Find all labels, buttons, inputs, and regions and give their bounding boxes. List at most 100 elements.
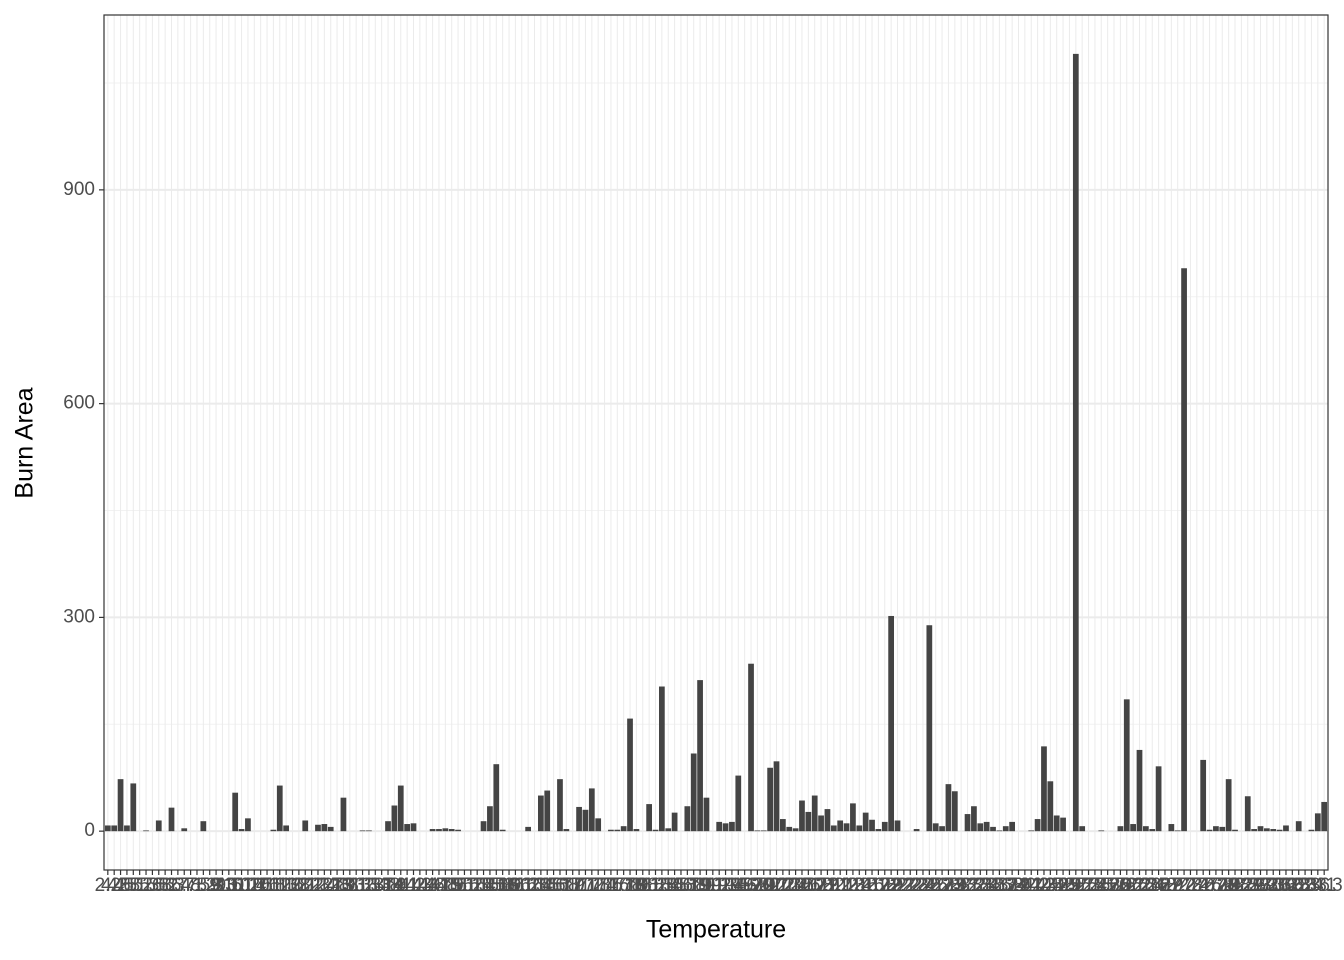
x-tick-label: 33.3 (1306, 875, 1343, 896)
x-tick-label: 16.3 (510, 875, 547, 896)
panel-border (103, 14, 1329, 871)
x-tick-label: 18 (626, 875, 647, 896)
bar (926, 625, 933, 832)
bar (442, 828, 449, 832)
bar (977, 823, 984, 832)
bar (582, 809, 589, 832)
bar (722, 823, 729, 832)
x-tick-label: 30.8 (1274, 875, 1311, 896)
x-tick-label: 15.5 (465, 875, 502, 896)
bar (327, 826, 334, 832)
bar (168, 807, 175, 832)
bar (1009, 821, 1015, 832)
bar (862, 812, 869, 832)
x-tick-label: 24.9 (1045, 875, 1082, 896)
bar (1060, 817, 1066, 832)
bar (760, 830, 767, 832)
x-tick-label: 18.2 (631, 875, 668, 896)
bar (302, 820, 309, 832)
x-tick-label: 16 (498, 875, 519, 896)
x-tick-label: 29.6 (1255, 875, 1292, 896)
bar (436, 829, 442, 832)
x-tick-label: 8.8 (197, 875, 223, 896)
bar (1321, 801, 1328, 832)
x-tick-label: 17.4 (580, 875, 617, 896)
bar (1181, 268, 1187, 832)
bar (487, 806, 493, 832)
x-tick-label: 19.7 (726, 875, 763, 896)
x-tick-label: 25.6 (1083, 875, 1120, 896)
x-tick-label: 7.5 (184, 875, 210, 896)
bar (448, 829, 455, 832)
x-tick-label: 26.9 (1146, 875, 1183, 896)
x-tick-label: 20.4 (771, 875, 808, 896)
x-tick-label: 22.5 (904, 875, 941, 896)
bar (1257, 826, 1264, 832)
x-tick-label: 23.6 (975, 875, 1012, 896)
bar (780, 819, 786, 832)
x-tick-label: 27.2 (1159, 875, 1196, 896)
bar (397, 785, 404, 832)
bar (614, 829, 621, 832)
bar (856, 825, 863, 832)
bar (671, 812, 678, 832)
bar (1283, 825, 1289, 832)
bar (1041, 746, 1047, 832)
x-tick-label: 21.3 (828, 875, 865, 896)
x-tick-label: 19.5 (713, 875, 750, 896)
bar (659, 686, 665, 832)
x-tick-label: 25.4 (1070, 875, 1107, 896)
bar (754, 830, 761, 832)
bar (932, 823, 939, 832)
bar (493, 764, 500, 832)
bar (837, 820, 844, 832)
bar (716, 821, 723, 832)
x-tick-label: 25.5 (1076, 875, 1113, 896)
x-tick-label: 32.4 (1287, 875, 1324, 896)
x-tick-label: 9 (211, 875, 222, 896)
bar (1028, 830, 1035, 832)
x-tick-label: 14.3 (395, 875, 432, 896)
bars (104, 53, 1328, 832)
bar (238, 829, 245, 832)
bar (875, 829, 882, 832)
bar (130, 783, 137, 832)
bar (1225, 779, 1232, 832)
bar (703, 797, 710, 832)
x-tick-label: 26 (1110, 875, 1131, 896)
x-tick-label: 20 (753, 875, 774, 896)
x-tick-label: 26.6 (1134, 875, 1171, 896)
x-tick-label: 20.3 (764, 875, 801, 896)
x-tick-label: 25.9 (1096, 875, 1133, 896)
x-tick-label: 13.2 (338, 875, 375, 896)
bar (1213, 826, 1219, 832)
bar (1079, 826, 1086, 832)
x-tick-label: 13.9 (370, 875, 407, 896)
x-tick-label: 10.2 (223, 875, 260, 896)
x-tick-label: 18.1 (624, 875, 661, 896)
x-tick-label: 18.9 (675, 875, 712, 896)
bar (1200, 759, 1207, 832)
x-tick-label: 23.8 (987, 875, 1024, 896)
x-tick-label: 17.1 (561, 875, 598, 896)
bar (850, 803, 856, 832)
bar (869, 819, 875, 832)
x-tick-label: 12.2 (287, 875, 324, 896)
x-tick-label: 17.6 (592, 875, 629, 896)
x-tick-label: 22.1 (879, 875, 916, 896)
x-tick-label: 22.2 (885, 875, 922, 896)
y-tick-label: 300 (63, 606, 95, 627)
x-tick-label: 5.2 (126, 875, 152, 896)
bar (627, 718, 633, 832)
x-tick-label: 13.1 (331, 875, 368, 896)
bar (786, 826, 793, 832)
bar (1149, 829, 1156, 832)
x-tick-label: 18.3 (637, 875, 674, 896)
bar (117, 779, 124, 832)
x-tick-label: 22.4 (898, 875, 935, 896)
x-tick-label: 21.2 (822, 875, 859, 896)
x-tick-label: 23.9 (994, 875, 1031, 896)
bar (544, 790, 551, 832)
bar (232, 792, 239, 832)
bar (888, 615, 894, 832)
